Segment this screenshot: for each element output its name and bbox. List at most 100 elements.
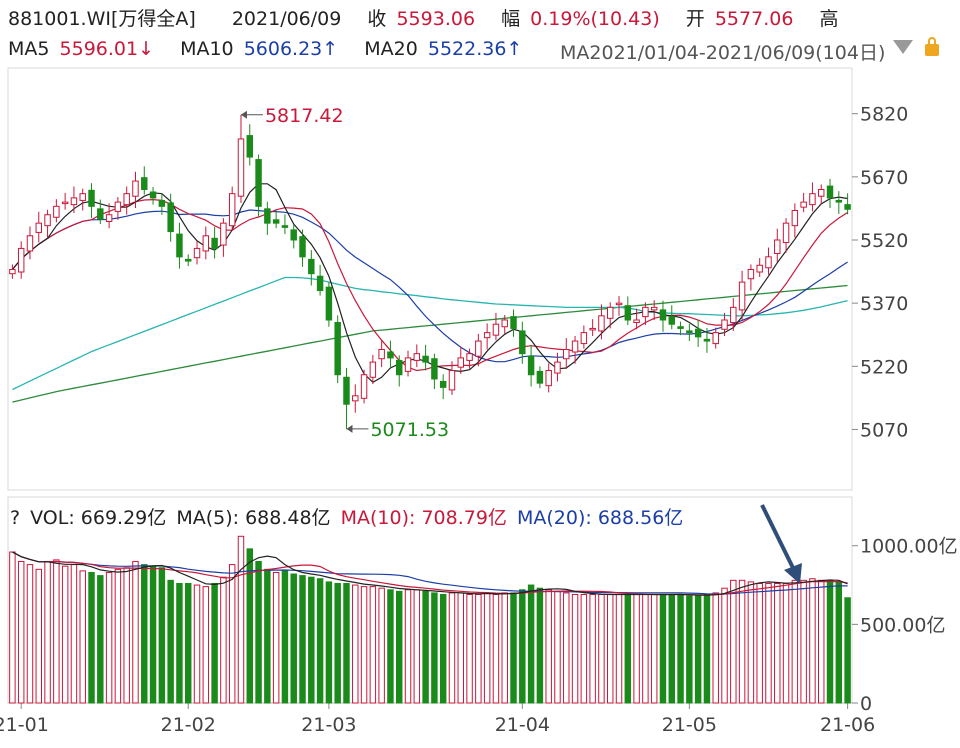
- security-name[interactable]: 881001.WI[万得全A]: [8, 8, 196, 30]
- candle-body: [53, 205, 60, 218]
- volume-bar: [378, 587, 385, 704]
- volume-bar: [650, 593, 658, 704]
- volume-tick-label: 500.00亿: [860, 614, 945, 636]
- candle-body: [255, 159, 262, 207]
- candle-body: [659, 309, 667, 321]
- candle-body: [615, 302, 623, 306]
- candle-body: [624, 305, 632, 321]
- close-value: 5593.06: [396, 8, 476, 30]
- candle-body: [791, 210, 799, 227]
- ma10-value: 5606.23↑: [243, 38, 339, 60]
- volume-bar: [158, 567, 166, 704]
- candle-body: [211, 237, 218, 249]
- annotation-label: 5817.42: [265, 105, 344, 127]
- volume-bar: [563, 592, 570, 704]
- price-panel-frame: [7, 67, 853, 491]
- candle-body: [44, 214, 51, 227]
- candle-body: [519, 330, 526, 355]
- volume-bar: [589, 593, 596, 704]
- volume-bar: [264, 568, 271, 704]
- volume-bar: [211, 582, 218, 704]
- dropdown-arrow-icon[interactable]: [893, 40, 913, 54]
- volume-bar: [747, 581, 755, 704]
- help-icon[interactable]: ?: [10, 507, 21, 529]
- volume-bar: [325, 581, 333, 704]
- candle-body: [369, 361, 377, 378]
- x-tick-label: 21-06: [820, 714, 875, 736]
- candle-body: [185, 258, 192, 262]
- candle-body: [694, 328, 702, 338]
- annotation-arrowhead: [346, 424, 353, 433]
- volume-bar: [642, 593, 649, 704]
- volume-bar: [721, 587, 728, 704]
- volume-bar: [387, 589, 394, 704]
- candle-body: [536, 370, 544, 384]
- candle-body: [272, 219, 280, 224]
- vol-ma5: MA(5): 688.48亿: [176, 507, 331, 529]
- candle-body: [448, 370, 456, 391]
- volume-bar: [439, 593, 447, 704]
- volume-bar: [527, 584, 535, 704]
- candle-body: [598, 315, 605, 332]
- candle-body: [264, 208, 271, 224]
- volume-bar: [61, 565, 69, 704]
- volume-bar: [466, 593, 473, 704]
- volume-bar: [483, 592, 491, 704]
- candle-body: [607, 306, 614, 319]
- candle-body: [360, 374, 368, 399]
- volume-bar: [17, 560, 25, 704]
- volume-bar: [237, 535, 245, 704]
- volume-bar: [686, 595, 693, 704]
- volume-bar: [9, 551, 16, 704]
- quote-date: 2021/06/09: [231, 8, 342, 30]
- candle-body: [633, 319, 640, 324]
- candle-body: [35, 222, 42, 233]
- volume-bar: [615, 593, 623, 704]
- x-tick-label: 21-01: [0, 714, 49, 736]
- candle-body: [510, 316, 517, 329]
- volume-bar: [422, 590, 429, 704]
- open-value: 5577.06: [714, 8, 794, 30]
- volume-bar: [800, 579, 807, 704]
- volume-bar: [712, 592, 719, 704]
- x-tick-label: 21-03: [301, 714, 356, 736]
- date-range-text[interactable]: MA2021/01/04-2021/06/09(104日): [560, 42, 886, 64]
- candle-body: [721, 319, 728, 330]
- candle-body: [316, 275, 324, 292]
- candle-body: [747, 268, 755, 280]
- quote-row: 881001.WI[万得全A] 2021/06/09 收 5593.06 幅 0…: [8, 4, 842, 31]
- candle-body: [237, 138, 245, 197]
- candle-body: [782, 222, 790, 244]
- candle-body: [475, 340, 482, 357]
- ma10-line: [11, 198, 848, 372]
- annotation-arrowhead: [240, 110, 247, 119]
- price-tick-label: 5820: [860, 104, 908, 126]
- candle-body: [404, 357, 412, 372]
- volume-bar: [492, 593, 500, 704]
- volume-bar: [598, 593, 605, 704]
- candle-body: [527, 355, 535, 376]
- vol-ma10: MA(10): 708.79亿: [340, 507, 507, 529]
- volume-bar: [44, 560, 51, 704]
- candle-body: [202, 235, 210, 252]
- price-tick-label: 5070: [860, 419, 908, 441]
- pointer-arrow-head: [784, 563, 802, 584]
- volume-bar: [624, 593, 632, 704]
- lock-icon[interactable]: [925, 37, 939, 56]
- volume-bar: [431, 592, 438, 704]
- close-label: 收: [367, 8, 387, 30]
- volume-bar: [694, 595, 702, 704]
- volume-bar: [703, 593, 711, 704]
- volume-bar: [149, 565, 157, 704]
- candle-body: [246, 135, 253, 158]
- volume-bar: [220, 576, 227, 704]
- candle-body: [220, 222, 227, 246]
- volume-bar: [88, 571, 95, 704]
- candle-body: [563, 348, 570, 360]
- candle-body: [378, 348, 385, 360]
- candle-body: [334, 322, 341, 376]
- volume-bar: [352, 584, 359, 704]
- vol-ma20: MA(20): 688.56亿: [516, 507, 684, 529]
- candle-body: [149, 191, 157, 199]
- candle-body: [738, 281, 746, 311]
